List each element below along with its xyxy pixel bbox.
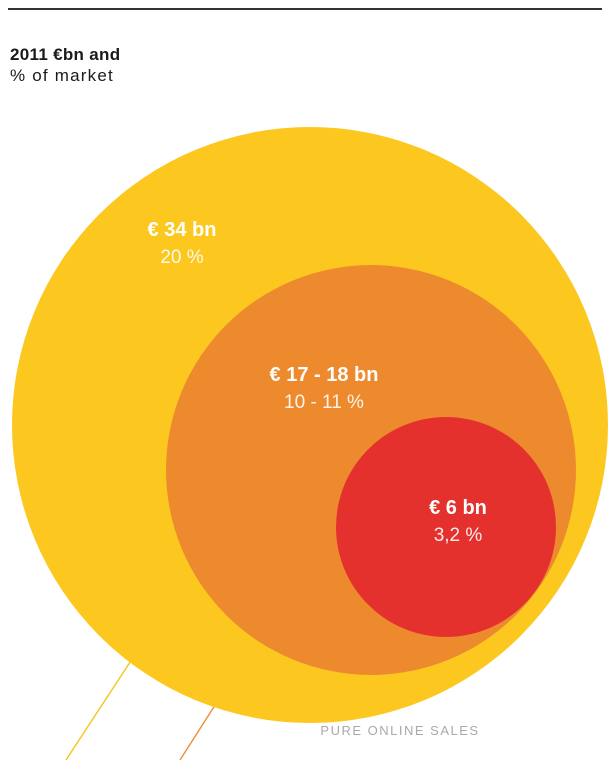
chart-heading: 2011 €bn and % of market	[10, 44, 120, 86]
caption-pure-online-sales: PURE ONLINE SALES	[320, 723, 479, 738]
top-rule	[8, 8, 602, 10]
heading-line-2: % of market	[10, 66, 114, 85]
value-label-total: € 34 bn	[148, 219, 217, 241]
value-label-mid: € 17 - 18 bn	[270, 364, 379, 386]
percent-label-mid: 10 - 11 %	[284, 392, 364, 413]
percent-label-total: 20 %	[160, 247, 203, 268]
leader-line-large	[65, 649, 139, 760]
circle-pure-online	[336, 417, 556, 637]
percent-label-pure-online: 3,2 %	[434, 525, 483, 546]
value-label-pure-online: € 6 bn	[429, 497, 487, 519]
heading-line-1: 2011 €bn and	[10, 45, 121, 64]
